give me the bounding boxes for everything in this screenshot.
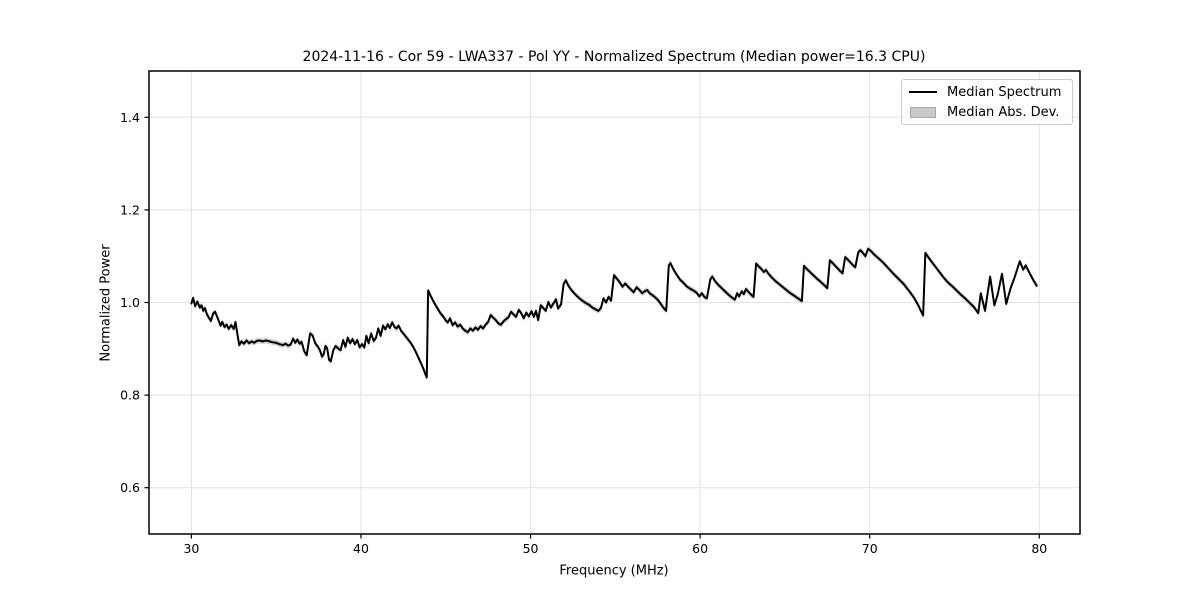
y-tick-label: 1.0	[120, 295, 140, 310]
x-tick-label: 70	[862, 541, 878, 556]
plot-title: 2024-11-16 - Cor 59 - LWA337 - Pol YY - …	[302, 49, 926, 65]
y-tick-label: 0.8	[120, 388, 140, 403]
x-tick-label: 40	[353, 541, 369, 556]
x-axis-label: Frequency (MHz)	[559, 563, 669, 579]
y-tick-label: 1.2	[120, 202, 140, 217]
median-abs-dev-patch-icon	[909, 106, 937, 118]
x-tick-label: 30	[183, 541, 199, 556]
legend-item-median-spectrum: Median Spectrum	[902, 82, 1072, 102]
median-spectrum-line	[190, 247, 1038, 379]
legend-item-median-abs-dev: Median Abs. Dev.	[902, 102, 1072, 122]
y-tick-label: 0.6	[120, 480, 140, 495]
legend: Median Spectrum Median Abs. Dev.	[901, 79, 1073, 125]
y-tick-label: 1.4	[120, 110, 140, 125]
median-spectrum-line-icon	[909, 91, 937, 93]
legend-label-median-spectrum: Median Spectrum	[947, 84, 1062, 100]
y-axis-label: Normalized Power	[98, 244, 114, 362]
x-tick-label: 80	[1031, 541, 1047, 556]
x-tick-label: 60	[692, 541, 708, 556]
x-tick-label: 50	[523, 541, 539, 556]
median-abs-dev-band	[191, 246, 1037, 381]
legend-label-median-abs-dev: Median Abs. Dev.	[947, 104, 1060, 120]
